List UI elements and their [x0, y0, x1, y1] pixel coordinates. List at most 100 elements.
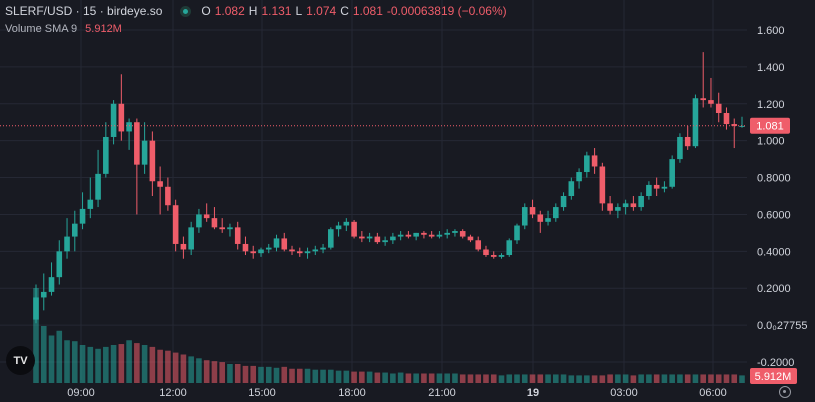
volume-bar	[328, 369, 334, 383]
volume-bar	[514, 374, 520, 383]
candle-body	[328, 229, 334, 248]
candle-body	[40, 291, 47, 298]
y-tick-label: 0.6000	[757, 209, 791, 221]
volume-bar	[576, 375, 582, 383]
volume-bar	[498, 375, 505, 383]
volume-legend[interactable]: Volume SMA 9 5.912M	[5, 23, 122, 35]
volume-bar	[157, 349, 163, 383]
volume-bar	[622, 374, 629, 383]
candle-body	[459, 231, 466, 237]
volume-bar	[382, 372, 388, 383]
volume-bar	[560, 374, 567, 383]
candle-body	[467, 236, 474, 241]
candle-body	[397, 234, 404, 237]
y-tick-label: 1.000	[757, 136, 785, 148]
candle-body	[436, 234, 443, 237]
volume-bar	[180, 354, 187, 383]
candle-body	[428, 234, 435, 237]
candle-body	[537, 214, 544, 222]
tradingview-logo-icon[interactable]: TV	[6, 346, 35, 375]
volume-bar	[265, 366, 272, 383]
candle-body	[498, 255, 505, 257]
volume-value: 5.912M	[85, 23, 122, 35]
change-value: -0.00063819 (−0.06%)	[386, 4, 507, 18]
candle-body	[165, 186, 171, 206]
candle-body	[157, 181, 163, 187]
candle-body	[234, 227, 241, 244]
candle-body	[149, 140, 156, 182]
x-tick-label: 03:00	[610, 387, 638, 399]
candle-body	[521, 207, 528, 226]
volume-bar	[165, 350, 171, 383]
volume-bar	[33, 288, 39, 383]
candle-body	[684, 136, 691, 147]
candle-body	[219, 227, 225, 230]
volume-bar	[607, 374, 613, 383]
volume-bar	[506, 374, 513, 383]
low-label: L	[295, 4, 303, 18]
candle-body	[335, 225, 342, 230]
candle-body	[134, 122, 140, 165]
candle-body	[281, 238, 288, 250]
candle-body	[79, 208, 86, 224]
symbol-title[interactable]: SLERF/USD · 15 · birdeye.so	[5, 4, 163, 18]
candle-body	[646, 184, 652, 196]
settings-gear-icon[interactable]	[779, 386, 791, 398]
candle-body	[584, 155, 590, 173]
volume-bar	[141, 345, 148, 383]
volume-bar	[196, 358, 202, 383]
x-tick-label: 21:00	[428, 387, 456, 399]
candle-body	[265, 247, 272, 250]
volume-bar	[444, 373, 450, 383]
volume-bar	[591, 375, 598, 383]
candle-body	[64, 236, 70, 252]
volume-bar	[537, 374, 544, 383]
volume-bar	[436, 373, 443, 383]
candle-body	[110, 103, 117, 137]
candle-body	[715, 103, 722, 113]
volume-bar	[304, 368, 311, 383]
candle-body	[227, 227, 233, 230]
volume-bar	[312, 369, 319, 383]
candle-body	[661, 186, 668, 189]
volume-bar	[731, 374, 738, 383]
candle-body	[514, 225, 520, 241]
volume-bar	[599, 375, 606, 383]
candle-body	[669, 159, 675, 187]
volume-bar	[467, 374, 474, 383]
candle-body	[483, 249, 489, 256]
candle-body	[103, 136, 109, 174]
candle-body	[677, 136, 683, 160]
candle-body	[529, 207, 536, 215]
candle-body	[708, 100, 714, 104]
candle-body	[296, 251, 303, 254]
volume-bar	[677, 374, 683, 383]
candle-body	[71, 223, 78, 237]
volume-bar	[103, 346, 109, 383]
volume-bar	[428, 373, 435, 383]
volume-bar	[149, 346, 156, 383]
volume-bar	[374, 372, 381, 383]
volume-bar	[669, 374, 675, 383]
volume-bar	[227, 364, 233, 383]
volume-bar	[359, 371, 365, 383]
candle-body	[413, 232, 419, 237]
x-tick-label: 18:00	[338, 387, 366, 399]
candle-body	[731, 124, 738, 126]
volume-bar	[110, 345, 117, 383]
volume-bar	[40, 326, 47, 383]
candle-body	[188, 227, 194, 250]
candle-body	[56, 251, 63, 278]
volume-bar	[48, 335, 55, 383]
volume-bar	[739, 375, 745, 383]
candle-body	[95, 173, 101, 200]
y-tick-label: 0.0₀27755	[757, 320, 807, 332]
volume-bar	[421, 373, 427, 383]
candle-body	[421, 232, 427, 235]
candle-body	[700, 98, 707, 101]
volume-bar	[390, 373, 396, 383]
x-tick-label: 15:00	[248, 387, 276, 399]
candle-body	[366, 236, 373, 239]
volume-bar	[320, 369, 326, 383]
